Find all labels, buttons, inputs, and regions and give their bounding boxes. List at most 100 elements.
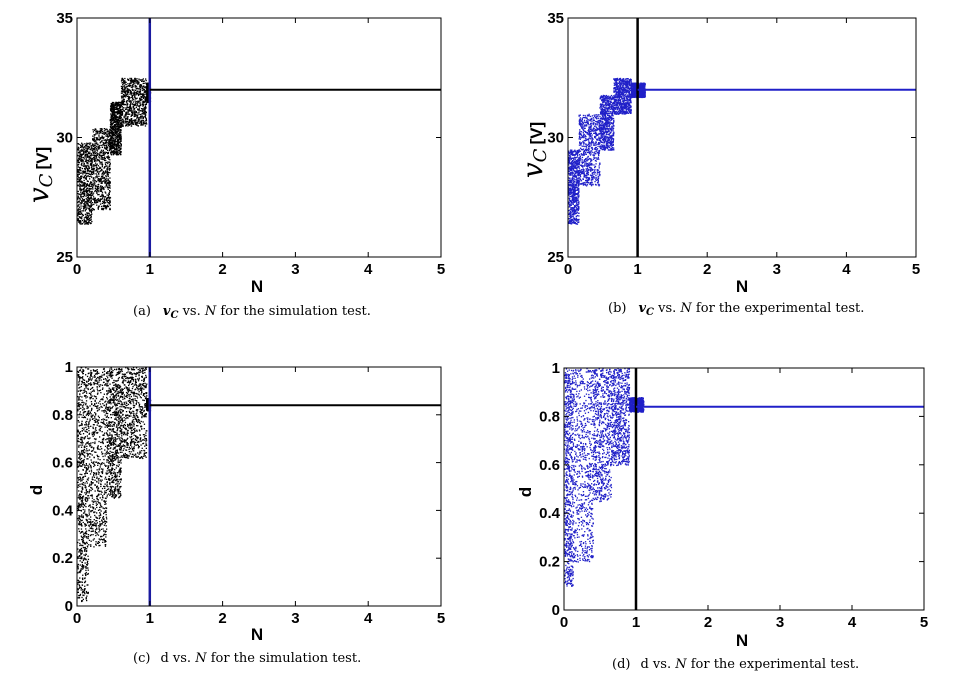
- panel-a-point: [87, 170, 89, 172]
- panel-a-point: [104, 202, 107, 204]
- panel-a-point: [96, 176, 98, 179]
- panel-a-point: [99, 195, 101, 198]
- panel-b-point: [575, 171, 577, 174]
- panel-a-point: [78, 206, 81, 208]
- panel-a-point: [143, 101, 145, 103]
- panel-b-point: [590, 135, 592, 137]
- panel-b-point: [595, 132, 598, 134]
- panel-a-point: [111, 150, 113, 152]
- panel-b-point: [595, 123, 597, 125]
- panel-a-point: [107, 135, 109, 137]
- panel-b-point: [586, 160, 588, 162]
- panel-a-point: [83, 175, 86, 177]
- panel-b-point: [613, 131, 615, 133]
- panel-a-point: [116, 135, 118, 137]
- panel-b-point: [591, 178, 593, 180]
- panel-b-point: [577, 185, 579, 187]
- panel-b-point: [586, 121, 588, 123]
- panel-a-point: [109, 208, 111, 211]
- panel-a-point: [138, 108, 140, 110]
- panel-b-point: [575, 176, 577, 178]
- panel-a-point: [119, 116, 121, 118]
- panel-b-point: [575, 181, 577, 183]
- panel-b-point: [585, 168, 587, 170]
- panel-a-point: [104, 182, 106, 184]
- panel-a-point: [89, 219, 91, 221]
- panel-a-point: [109, 131, 111, 133]
- panel-b-point: [570, 220, 573, 222]
- panel-a-point: [121, 92, 123, 94]
- panel-a-point: [82, 192, 84, 194]
- panel-a-point: [110, 141, 112, 143]
- panel-b-point: [573, 209, 575, 211]
- panel-a-point: [108, 193, 110, 195]
- panel-b-point: [571, 160, 574, 162]
- panel-b-point: [574, 156, 577, 159]
- panel-b-point: [573, 221, 575, 223]
- panel-a-point: [91, 170, 93, 173]
- panel-a-point: [98, 200, 100, 202]
- panel-a-point: [110, 142, 113, 144]
- panel-a-point: [133, 115, 135, 118]
- panel-a-point: [86, 184, 89, 186]
- panel-b-point: [568, 220, 571, 222]
- panel-a-point: [96, 142, 98, 144]
- panel-a-point: [101, 185, 103, 188]
- panel-a-point: [126, 117, 128, 119]
- panel-a-point: [116, 130, 118, 132]
- panel-a-point: [127, 95, 129, 97]
- panel-b-point: [582, 161, 584, 163]
- panel-b-point: [571, 157, 573, 159]
- panel-b-point: [586, 150, 588, 152]
- panel-b-point: [577, 158, 579, 161]
- panel-a-point: [105, 205, 108, 207]
- panel-a-point: [78, 216, 80, 218]
- panel-b-point: [590, 167, 592, 169]
- panel-b-point: [572, 207, 574, 209]
- panel-a-point: [129, 104, 131, 106]
- panel-a-point: [97, 159, 99, 161]
- panel-a-point: [91, 160, 93, 162]
- panel-a-point: [86, 199, 88, 202]
- panel-b-point: [571, 218, 573, 220]
- panel-b-point: [580, 144, 582, 146]
- panel-a-point: [103, 143, 105, 145]
- panel-a-point: [112, 127, 114, 129]
- panel-a-point: [112, 107, 115, 109]
- panel-a-point: [117, 151, 119, 153]
- panel-a-point: [106, 128, 108, 131]
- panel-a-point: [110, 105, 112, 107]
- panel-b-point: [579, 169, 581, 172]
- panel-b-point: [578, 154, 581, 156]
- panel-b-point: [596, 143, 598, 145]
- panel-a-point: [90, 219, 92, 221]
- panel-b-point: [586, 132, 589, 134]
- panel-b-point: [589, 151, 591, 154]
- panel-a-point: [113, 152, 115, 154]
- panel-b-point: [594, 123, 596, 125]
- panel-a-point: [99, 189, 101, 191]
- panel-a-point: [118, 111, 120, 114]
- panel-a-point: [120, 105, 122, 107]
- panel-a-point: [147, 89, 149, 92]
- panel-a-point: [108, 161, 110, 163]
- panel-b-point: [568, 152, 570, 154]
- panel-a-point: [92, 178, 94, 180]
- panel-a-point: [96, 188, 98, 191]
- panel-b-point: [590, 158, 592, 161]
- panel-a-point: [113, 108, 115, 110]
- panel-a-point: [145, 123, 147, 125]
- panel-a-point: [85, 189, 87, 192]
- panel-a-point: [79, 177, 81, 179]
- panel-a-point: [142, 97, 145, 99]
- panel-b-point: [588, 178, 591, 180]
- panel-a-point: [105, 151, 108, 154]
- panel-a-point: [122, 108, 124, 111]
- panel-a-point: [104, 158, 106, 160]
- panel-a-point: [127, 121, 130, 123]
- panel-b-point: [572, 161, 574, 163]
- panel-b-point: [577, 151, 579, 153]
- panel-b-point: [598, 158, 600, 160]
- panel-b-point: [592, 174, 594, 176]
- panel-a-point: [133, 108, 135, 110]
